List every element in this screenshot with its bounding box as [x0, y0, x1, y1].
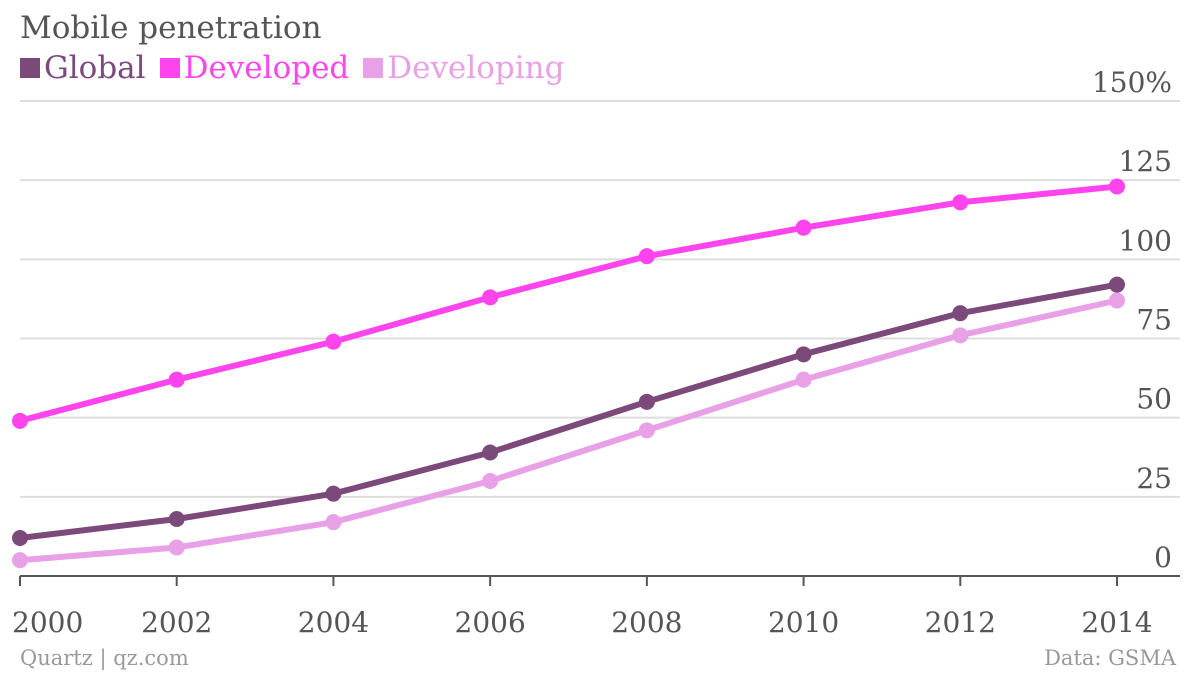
- chart-title: Mobile penetration: [20, 10, 322, 46]
- legend-swatch: [20, 58, 40, 78]
- legend-swatch: [363, 58, 384, 78]
- series-line-developed: [17, 183, 1120, 424]
- data-point-global: [482, 444, 499, 461]
- source-text: Data: GSMA: [1044, 646, 1176, 670]
- legend-item-developing: Developing: [363, 50, 564, 86]
- series-line-global: [17, 281, 1120, 541]
- data-point-global: [952, 305, 969, 322]
- data-point-developing: [168, 539, 185, 556]
- data-point-developing: [12, 552, 28, 569]
- x-tick-label: 2000: [12, 606, 83, 639]
- data-point-global: [12, 530, 28, 546]
- legend-item-developed: Developed: [159, 50, 350, 86]
- series: [12, 178, 1125, 569]
- legend-item-global: Global: [20, 50, 146, 86]
- x-tick-label: 2002: [141, 606, 212, 639]
- data-point-developing: [638, 422, 655, 439]
- x-tick-label: 2014: [1081, 606, 1152, 639]
- data-point-developing: [325, 514, 342, 531]
- data-point-global: [325, 485, 342, 502]
- grid-lines: [20, 100, 1180, 498]
- data-point-developed: [1109, 178, 1125, 195]
- legend: Global Developed Developing: [20, 50, 578, 86]
- data-point-developed: [482, 289, 499, 306]
- data-point-global: [1109, 276, 1125, 293]
- tick-labels: 0 25 50 75 100 125 150% 2000 2002 2004 2006 2008 201…: [12, 66, 1172, 639]
- y-tick-label: 75: [1136, 304, 1172, 337]
- legend-label: Developing: [387, 50, 565, 86]
- data-point-developed: [795, 219, 812, 236]
- axes: [19, 575, 1180, 586]
- series-line-developing: [17, 297, 1120, 564]
- data-point-developed: [325, 333, 342, 350]
- x-tick-label: 2006: [455, 606, 526, 639]
- x-tick-label: 2004: [298, 606, 369, 639]
- y-tick-label: 100: [1119, 224, 1172, 257]
- data-point-developing: [795, 371, 812, 388]
- data-point-developed: [12, 412, 28, 429]
- legend-swatch: [159, 58, 180, 78]
- x-tick-label: 2010: [768, 606, 839, 639]
- y-tick-label: 25: [1136, 462, 1172, 495]
- y-tick-label: 50: [1136, 383, 1172, 416]
- x-tick-label: 2008: [611, 606, 682, 639]
- data-point-developed: [638, 248, 655, 265]
- data-point-developing: [952, 327, 969, 344]
- y-tick-label: 150%: [1092, 66, 1172, 99]
- legend-label: Global: [44, 50, 146, 86]
- data-point-developing: [482, 473, 499, 489]
- credit-text: Quartz | qz.com: [20, 646, 189, 670]
- y-tick-label: 0: [1154, 541, 1172, 574]
- data-point-developed: [952, 194, 969, 211]
- data-point-global: [795, 346, 812, 363]
- y-tick-label: 125: [1119, 145, 1172, 178]
- legend-label: Developed: [183, 50, 350, 86]
- data-point-global: [638, 393, 655, 410]
- data-point-developed: [168, 371, 185, 388]
- data-point-developing: [1109, 292, 1125, 309]
- x-tick-label: 2012: [925, 606, 996, 639]
- data-point-global: [168, 511, 185, 527]
